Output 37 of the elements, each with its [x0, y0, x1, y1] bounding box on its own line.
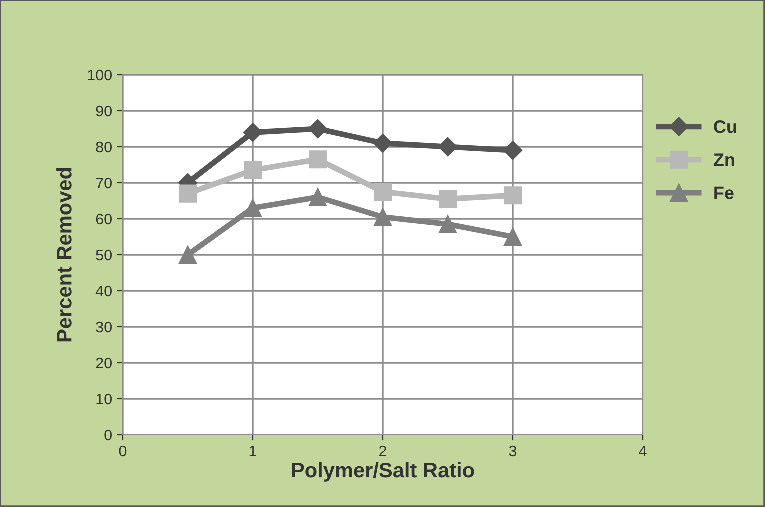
- point: [373, 134, 393, 153]
- point: [308, 119, 328, 139]
- point: [503, 141, 523, 160]
- point: [308, 150, 328, 169]
- point: [374, 182, 392, 202]
- x-tick-label: 3: [509, 446, 517, 457]
- legend-label: Zn: [714, 154, 734, 166]
- y-axis-title: Percent Removed: [56, 168, 72, 342]
- point: [244, 161, 262, 180]
- point: [438, 190, 458, 208]
- legend-label: Cu: [714, 120, 736, 134]
- y-tick-label: 10: [96, 394, 112, 405]
- y-tick-label: 80: [96, 142, 112, 153]
- point: [308, 188, 328, 206]
- y-tick-label: 20: [96, 358, 112, 369]
- x-tick-label: 4: [639, 446, 647, 456]
- x-tick-label: 1: [250, 446, 257, 456]
- y-tick-label: 0: [104, 430, 112, 441]
- point: [374, 208, 392, 226]
- point: [178, 184, 198, 203]
- point: [438, 137, 458, 157]
- y-tick-label: 50: [96, 250, 112, 261]
- x-axis-title: Polymer/Salt Ratio: [292, 462, 474, 482]
- x-tick-label: 2: [380, 446, 386, 456]
- legend-label: Fe: [714, 186, 734, 200]
- y-tick-label: 100: [88, 70, 112, 81]
- x-tick-label: 0: [119, 446, 127, 457]
- y-tick-label: 40: [96, 286, 112, 297]
- point: [438, 215, 458, 234]
- point: [504, 186, 522, 205]
- point: [178, 246, 198, 264]
- y-tick-label: 60: [96, 214, 112, 225]
- y-tick-label: 70: [96, 178, 112, 189]
- y-tick-label: 30: [96, 322, 112, 333]
- point: [504, 228, 522, 246]
- y-tick-label: 90: [96, 106, 112, 117]
- point: [244, 199, 262, 218]
